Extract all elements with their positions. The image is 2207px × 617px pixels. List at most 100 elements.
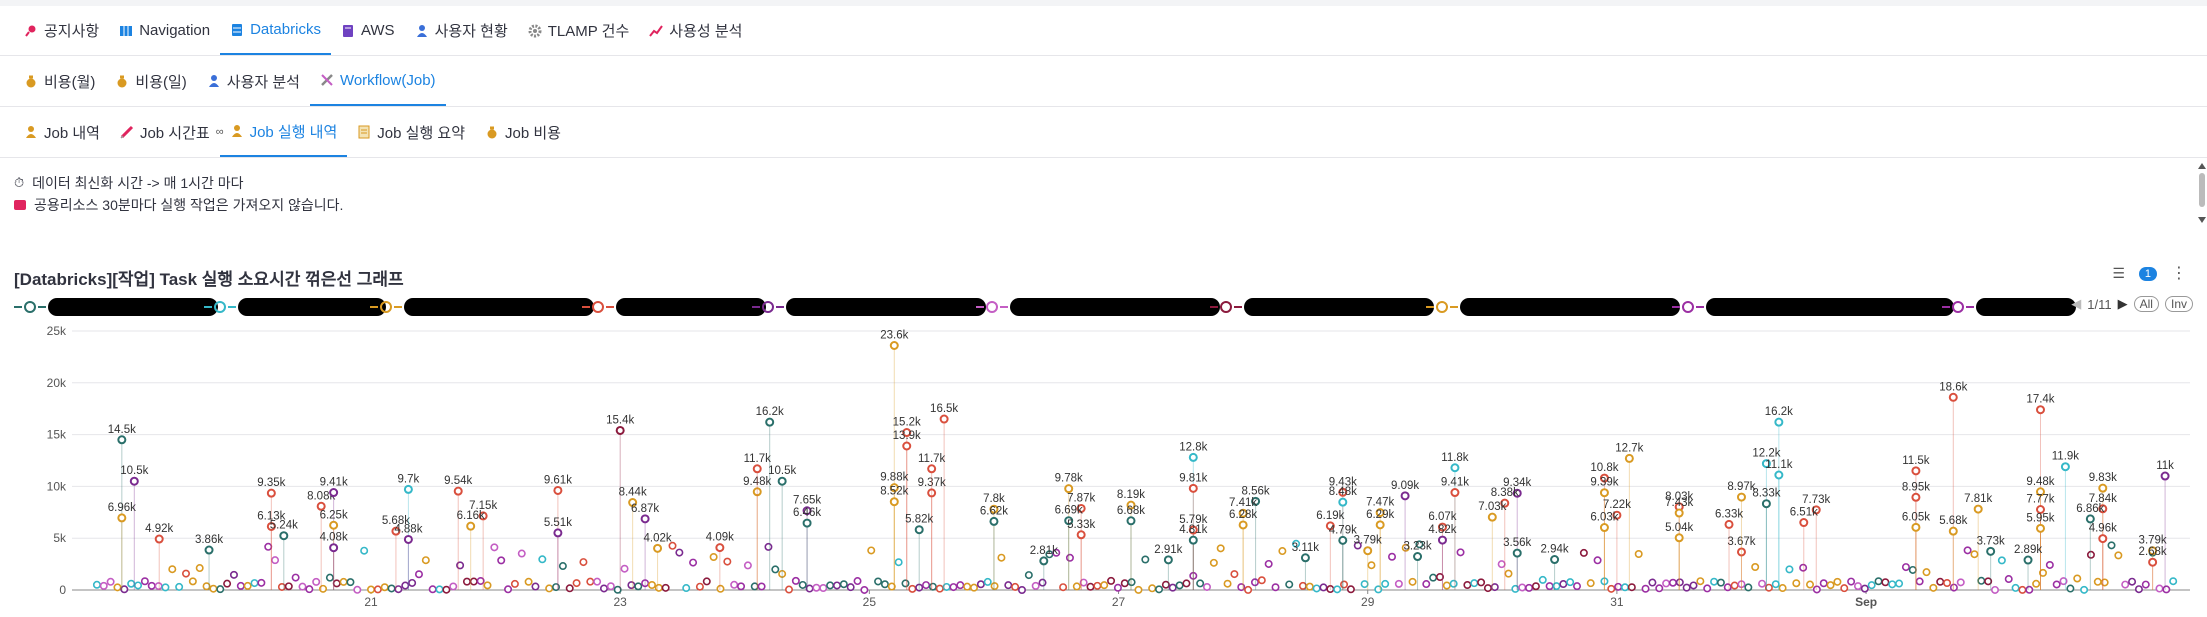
data-point[interactable]: [1500, 498, 1510, 508]
data-point[interactable]: [791, 576, 800, 585]
data-point[interactable]: [990, 582, 999, 591]
data-point[interactable]: [1353, 541, 1362, 550]
data-point[interactable]: [462, 577, 471, 586]
data-point[interactable]: [1052, 548, 1061, 557]
data-point[interactable]: [1497, 560, 1506, 569]
data-point[interactable]: [1911, 466, 1921, 476]
nav-tab-1[interactable]: Navigation: [109, 6, 220, 55]
data-point[interactable]: [1648, 578, 1657, 587]
data-point[interactable]: [1209, 558, 1218, 567]
data-point[interactable]: [319, 584, 328, 593]
data-point[interactable]: [1778, 584, 1787, 593]
data-point[interactable]: [1674, 508, 1684, 518]
data-point[interactable]: [914, 525, 924, 535]
data-point[interactable]: [1819, 579, 1828, 588]
data-point[interactable]: [902, 428, 912, 438]
data-point[interactable]: [2128, 577, 2137, 586]
data-point[interactable]: [1039, 556, 1049, 566]
data-point[interactable]: [1202, 582, 1211, 591]
data-point[interactable]: [1100, 581, 1109, 590]
data-point[interactable]: [339, 577, 348, 586]
data-point[interactable]: [1531, 582, 1540, 591]
data-point[interactable]: [1126, 500, 1136, 510]
data-point[interactable]: [284, 582, 293, 591]
data-point[interactable]: [1238, 520, 1248, 530]
data-point[interactable]: [408, 578, 417, 587]
data-point[interactable]: [1949, 583, 1958, 592]
data-point[interactable]: [1737, 580, 1746, 589]
data-point[interactable]: [1525, 583, 1534, 592]
data-point[interactable]: [1840, 584, 1849, 593]
data-point[interactable]: [1997, 556, 2006, 565]
data-point[interactable]: [553, 485, 563, 495]
data-point[interactable]: [1079, 578, 1088, 587]
data-point[interactable]: [403, 534, 413, 544]
data-point[interactable]: [1624, 453, 1634, 463]
data-point[interactable]: [1155, 585, 1164, 594]
data-point[interactable]: [1703, 584, 1712, 593]
data-point[interactable]: [1442, 581, 1451, 590]
data-point[interactable]: [1895, 579, 1904, 588]
data-point[interactable]: [553, 528, 563, 538]
data-point[interactable]: [752, 464, 762, 474]
data-point[interactable]: [538, 555, 547, 564]
data-point[interactable]: [1874, 577, 1883, 586]
data-point[interactable]: [2004, 575, 2013, 584]
data-point[interactable]: [586, 577, 595, 586]
data-point[interactable]: [1168, 583, 1177, 592]
data-point[interactable]: [435, 585, 444, 594]
data-point[interactable]: [2052, 580, 2061, 589]
data-point[interactable]: [1812, 585, 1821, 594]
data-point[interactable]: [1300, 553, 1310, 563]
data-point[interactable]: [1381, 579, 1390, 588]
data-point[interactable]: [466, 521, 476, 531]
data-point[interactable]: [1512, 488, 1522, 498]
scroll-up-icon[interactable]: [2198, 163, 2206, 169]
data-point[interactable]: [1076, 503, 1086, 513]
data-point[interactable]: [2035, 523, 2045, 533]
data-point[interactable]: [1792, 579, 1801, 588]
data-point[interactable]: [2169, 577, 2178, 586]
data-point[interactable]: [1986, 546, 1996, 556]
data-point[interactable]: [1504, 569, 1513, 578]
data-point[interactable]: [2100, 578, 2109, 587]
data-point[interactable]: [1881, 578, 1890, 587]
data-point[interactable]: [802, 518, 812, 528]
scroll-down-icon[interactable]: [2198, 217, 2206, 223]
data-point[interactable]: [92, 580, 101, 589]
data-point[interactable]: [1612, 510, 1622, 520]
data-point[interactable]: [1394, 579, 1403, 588]
data-point[interactable]: [889, 497, 899, 507]
data-point[interactable]: [2018, 585, 2027, 594]
data-point[interactable]: [1599, 473, 1609, 483]
data-point[interactable]: [1724, 519, 1734, 529]
data-point[interactable]: [1064, 484, 1074, 494]
data-point[interactable]: [117, 513, 127, 523]
data-point[interactable]: [1429, 573, 1438, 582]
data-point[interactable]: [106, 577, 115, 586]
data-point[interactable]: [1744, 583, 1753, 592]
data-point[interactable]: [2098, 504, 2108, 514]
data-point[interactable]: [1188, 452, 1198, 462]
data-point[interactable]: [1182, 579, 1191, 588]
data-point[interactable]: [695, 582, 704, 591]
data-point[interactable]: [1977, 576, 1986, 585]
data-point[interactable]: [1518, 583, 1527, 592]
data-point[interactable]: [2011, 583, 2020, 592]
data-point[interactable]: [654, 583, 663, 592]
data-point[interactable]: [1450, 488, 1460, 498]
data-point[interactable]: [298, 582, 307, 591]
legend-next-icon[interactable]: ▶: [2117, 296, 2128, 311]
data-point[interactable]: [1196, 579, 1205, 588]
data-point[interactable]: [558, 562, 567, 571]
data-point[interactable]: [510, 579, 519, 588]
data-point[interactable]: [1799, 518, 1809, 528]
data-point[interactable]: [257, 578, 266, 587]
legend-item[interactable]: [1942, 296, 2076, 318]
data-point[interactable]: [1422, 580, 1431, 589]
data-point[interactable]: [1107, 576, 1116, 585]
job-tab-3[interactable]: Job 실행 요약: [347, 107, 475, 157]
data-point[interactable]: [1388, 552, 1397, 561]
data-point[interactable]: [1634, 550, 1643, 559]
data-point[interactable]: [1237, 583, 1246, 592]
